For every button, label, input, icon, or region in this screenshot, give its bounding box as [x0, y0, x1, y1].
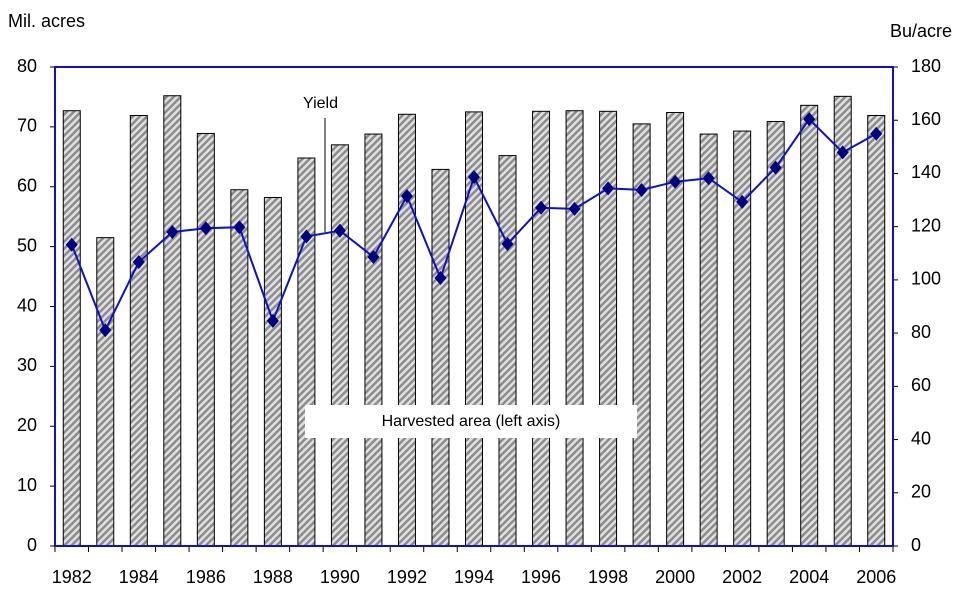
annotation-box — [305, 405, 637, 438]
yield-marker — [702, 171, 715, 186]
x-tick-label: 2004 — [789, 567, 829, 587]
x-tick-label: 1982 — [52, 567, 92, 587]
yield-marker — [669, 174, 682, 189]
yield-marker — [166, 224, 179, 239]
yield-marker — [132, 255, 145, 270]
y2-tick-label: 180 — [911, 56, 941, 76]
y-tick-label: 20 — [17, 415, 37, 435]
yield-marker — [602, 181, 615, 196]
yield-marker — [836, 145, 849, 160]
y2-tick-label: 120 — [911, 215, 941, 235]
yield-marker — [635, 182, 648, 197]
bar — [129, 114, 148, 547]
yield-marker — [199, 221, 212, 236]
bar — [565, 110, 584, 547]
bar — [364, 133, 383, 547]
bar — [263, 197, 282, 547]
bar — [867, 114, 886, 547]
y-tick-label: 40 — [17, 295, 37, 315]
y2-tick-label: 100 — [911, 269, 941, 289]
y2-tick-label: 140 — [911, 162, 941, 182]
bar — [397, 113, 416, 547]
y-tick-label: 60 — [17, 176, 37, 196]
line-annotation: Yield — [303, 95, 338, 112]
yield-marker — [870, 126, 883, 141]
yield-marker — [400, 189, 413, 204]
yield-marker — [535, 200, 548, 215]
y-axis-label: Mil. acres — [8, 11, 85, 31]
x-tick-label: 1992 — [387, 567, 427, 587]
y2-axis-label: Bu/acre — [890, 21, 952, 41]
x-tick-label: 2000 — [655, 567, 695, 587]
x-tick-label: 2006 — [856, 567, 896, 587]
bar — [330, 144, 349, 547]
bar-annotation: Harvested area (left axis) — [382, 413, 561, 430]
x-tick-label: 1990 — [320, 567, 360, 587]
bar — [498, 155, 517, 547]
y2-tick-label: 160 — [911, 109, 941, 129]
y-tick-label: 30 — [17, 355, 37, 375]
x-tick-label: 1996 — [521, 567, 561, 587]
plot-frame — [54, 66, 894, 547]
y-tick-label: 70 — [17, 116, 37, 136]
yield-marker — [99, 323, 112, 338]
yield-marker — [300, 229, 313, 244]
yield-marker — [233, 220, 246, 235]
yield-marker — [501, 236, 514, 251]
bar — [62, 110, 81, 547]
y2-tick-label: 60 — [911, 375, 931, 395]
bar — [833, 95, 852, 547]
yield-marker — [568, 201, 581, 216]
x-tick-label: 1986 — [186, 567, 226, 587]
bar — [196, 132, 215, 547]
bar — [733, 130, 752, 547]
x-tick-label: 1984 — [119, 567, 159, 587]
x-tick-label: 1988 — [253, 567, 293, 587]
yield-marker — [769, 160, 782, 175]
y-tick-label: 80 — [17, 56, 37, 76]
bar — [163, 95, 182, 547]
y2-tick-label: 20 — [911, 482, 931, 502]
yield-marker — [367, 250, 380, 265]
bar — [766, 120, 785, 547]
y2-tick-label: 80 — [911, 322, 931, 342]
y-tick-label: 10 — [17, 475, 37, 495]
bar — [431, 168, 450, 547]
y-tick-label: 50 — [17, 235, 37, 255]
yield-marker — [803, 112, 816, 127]
yield-marker — [266, 313, 279, 328]
yield-marker — [65, 237, 78, 252]
bar — [599, 110, 618, 547]
yield-marker — [736, 194, 749, 209]
yield-marker — [333, 223, 346, 238]
y-tick-label: 0 — [27, 535, 37, 555]
bar — [96, 237, 115, 547]
y2-tick-label: 40 — [911, 428, 931, 448]
bar — [532, 110, 551, 547]
yield-marker — [468, 170, 480, 185]
bar — [800, 104, 819, 547]
x-tick-label: 1998 — [588, 567, 628, 587]
yield-marker — [434, 271, 447, 286]
x-tick-label: 1994 — [454, 567, 494, 587]
bar — [297, 157, 316, 547]
y2-tick-label: 0 — [911, 535, 921, 555]
x-tick-label: 2002 — [722, 567, 762, 587]
bar — [699, 133, 718, 547]
